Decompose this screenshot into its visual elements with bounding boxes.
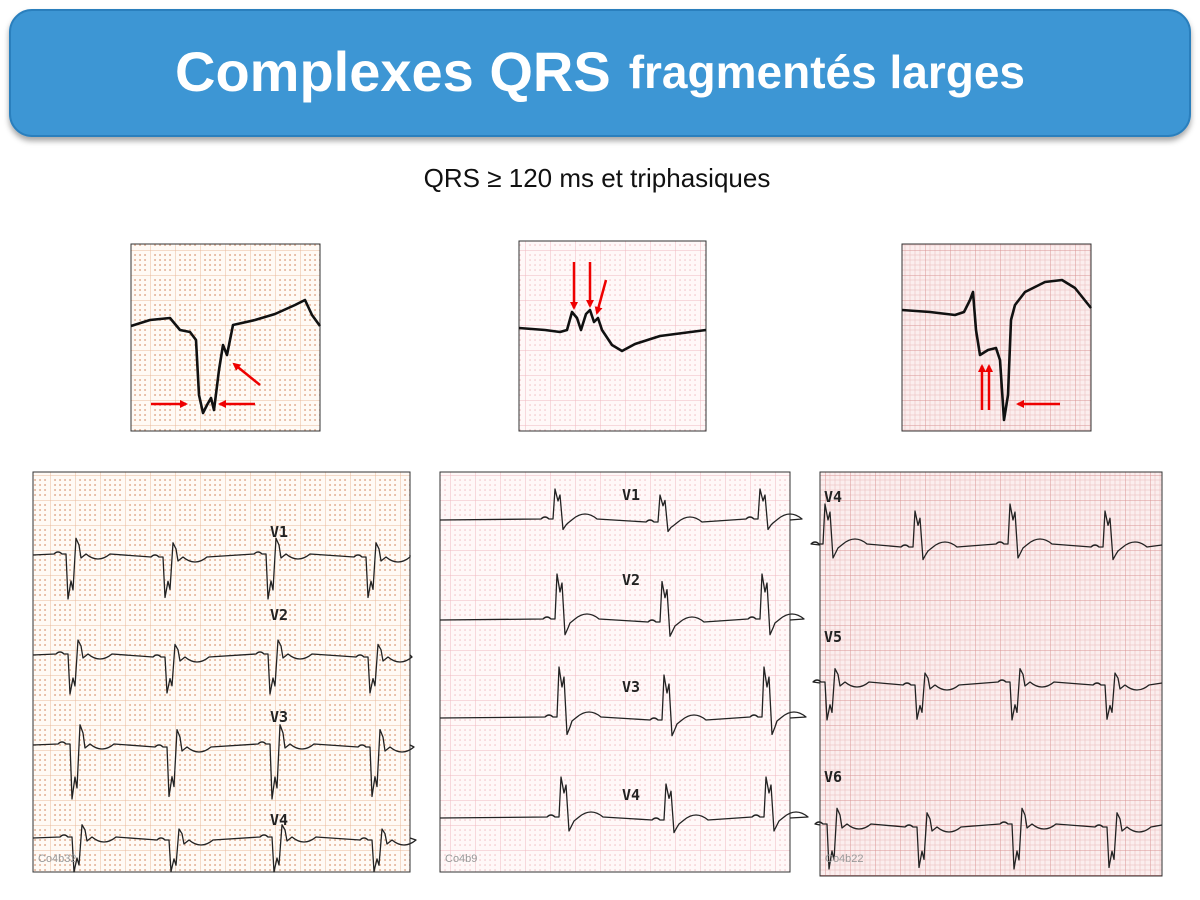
ecg-trace xyxy=(32,537,411,600)
title-bar xyxy=(9,9,1191,137)
ecg-trace xyxy=(32,824,417,873)
zoom-panel xyxy=(901,243,1093,432)
panel-code: Co4b9 xyxy=(445,853,477,865)
lead-label: V6 xyxy=(824,768,842,786)
ecg-trace xyxy=(439,488,803,533)
ecg-trace xyxy=(439,573,805,637)
ecg-trace xyxy=(439,776,809,834)
panel-code: Co4b32 xyxy=(38,853,77,865)
lead-label: V1 xyxy=(622,486,640,504)
ecg-trace xyxy=(812,668,1163,721)
ecg-trace xyxy=(810,503,1163,561)
subtitle: QRS ≥ 120 ms et triphasiques xyxy=(424,163,771,193)
ecg-trace xyxy=(32,724,415,800)
lead-label: V3 xyxy=(622,678,640,696)
lead-label: V4 xyxy=(270,811,288,829)
ecg-trace xyxy=(32,639,413,695)
zoom-panel xyxy=(518,240,707,432)
lead-label: V2 xyxy=(270,606,288,624)
title: Complexes QRS fragmentés larges xyxy=(175,40,1025,103)
zoom-panel xyxy=(130,243,322,432)
ecg-trace xyxy=(814,807,1163,870)
title-main: Complexes QRS xyxy=(175,40,611,103)
lead-label: V5 xyxy=(824,628,842,646)
ecg-panel: V1 V2 V3 V4 Co4b9 xyxy=(439,471,809,873)
ecg-trace xyxy=(439,666,807,737)
panel-code: Co4b22 xyxy=(825,853,864,865)
lead-label: V1 xyxy=(270,523,288,541)
ecg-panel: V4 V5 V6 Co4b22 xyxy=(810,471,1163,877)
ecg-panel: V1 V2 V3 V4 Co4b32 xyxy=(32,471,417,873)
lead-label: V4 xyxy=(824,488,842,506)
lead-label: V2 xyxy=(622,571,640,589)
lead-label: V3 xyxy=(270,708,288,726)
title-secondary: fragmentés larges xyxy=(629,46,1025,98)
lead-label: V4 xyxy=(622,786,640,804)
